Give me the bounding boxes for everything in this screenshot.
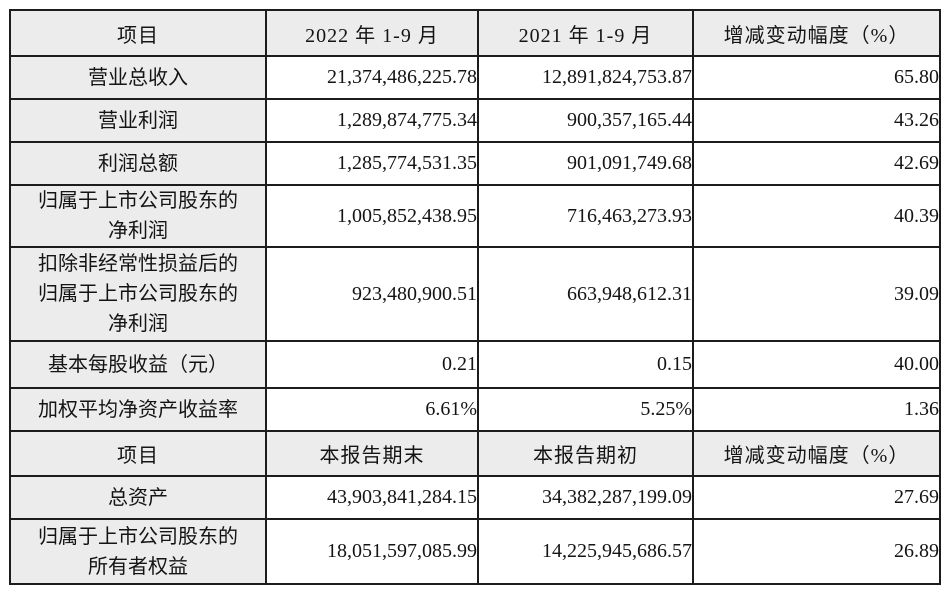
table-row-total-revenue: 营业总收入 21,374,486,225.78 12,891,824,753.8… [9,55,941,100]
row-label: 营业总收入 [9,55,267,100]
value-current: 18,051,597,085.99 [265,518,479,585]
header-row-balance: 项目 本报告期末 本报告期初 增减变动幅度（%） [9,430,941,477]
header-2021-period: 2021 年 1-9 月 [477,9,694,57]
table-row-net-profit-attributable: 归属于上市公司股东的 净利润 1,005,852,438.95 716,463,… [9,184,941,248]
table-row-total-assets: 总资产 43,903,841,284.15 34,382,287,199.09 … [9,475,941,520]
row-label: 归属于上市公司股东的 净利润 [9,184,267,248]
row-label: 归属于上市公司股东的 所有者权益 [9,518,267,585]
header-row-period: 项目 2022 年 1-9 月 2021 年 1-9 月 增减变动幅度（%） [9,9,941,57]
value-change: 42.69 [692,141,941,186]
table-row-net-profit-excl-nonrecurring: 扣除非经常性损益后的 归属于上市公司股东的 净利润 923,480,900.51… [9,246,941,342]
value-prior: 900,357,165.44 [477,98,694,143]
value-prior: 0.15 [477,340,694,389]
value-current: 0.21 [265,340,479,389]
value-change: 1.36 [692,387,941,432]
row-label: 利润总额 [9,141,267,186]
value-change: 43.26 [692,98,941,143]
financial-summary-table: 项目 2022 年 1-9 月 2021 年 1-9 月 增减变动幅度（%） 营… [9,9,941,585]
value-prior: 14,225,945,686.57 [477,518,694,585]
row-label: 扣除非经常性损益后的 归属于上市公司股东的 净利润 [9,246,267,342]
value-prior: 663,948,612.31 [477,246,694,342]
value-current: 1,285,774,531.35 [265,141,479,186]
header-change-pct: 增减变动幅度（%） [692,9,941,57]
header-item: 项目 [9,9,267,57]
value-change: 40.39 [692,184,941,248]
value-current: 923,480,900.51 [265,246,479,342]
table-row-weighted-avg-roe: 加权平均净资产收益率 6.61% 5.25% 1.36 [9,387,941,432]
header-period-begin: 本报告期初 [477,430,694,477]
value-prior: 34,382,287,199.09 [477,475,694,520]
table-row-owners-equity: 归属于上市公司股东的 所有者权益 18,051,597,085.99 14,22… [9,518,941,585]
value-current: 1,005,852,438.95 [265,184,479,248]
value-change: 39.09 [692,246,941,342]
value-change: 40.00 [692,340,941,389]
value-change: 65.80 [692,55,941,100]
value-change: 26.89 [692,518,941,585]
header-item: 项目 [9,430,267,477]
value-current: 21,374,486,225.78 [265,55,479,100]
row-label: 基本每股收益（元） [9,340,267,389]
header-2022-period: 2022 年 1-9 月 [265,9,479,57]
table-row-basic-eps: 基本每股收益（元） 0.21 0.15 40.00 [9,340,941,389]
row-label: 加权平均净资产收益率 [9,387,267,432]
value-prior: 12,891,824,753.87 [477,55,694,100]
header-period-end: 本报告期末 [265,430,479,477]
value-prior: 5.25% [477,387,694,432]
value-prior: 716,463,273.93 [477,184,694,248]
header-change-pct: 增减变动幅度（%） [692,430,941,477]
value-current: 43,903,841,284.15 [265,475,479,520]
value-current: 1,289,874,775.34 [265,98,479,143]
value-change: 27.69 [692,475,941,520]
row-label: 营业利润 [9,98,267,143]
table-row-total-profit: 利润总额 1,285,774,531.35 901,091,749.68 42.… [9,141,941,186]
row-label: 总资产 [9,475,267,520]
table-row-operating-profit: 营业利润 1,289,874,775.34 900,357,165.44 43.… [9,98,941,143]
value-current: 6.61% [265,387,479,432]
value-prior: 901,091,749.68 [477,141,694,186]
